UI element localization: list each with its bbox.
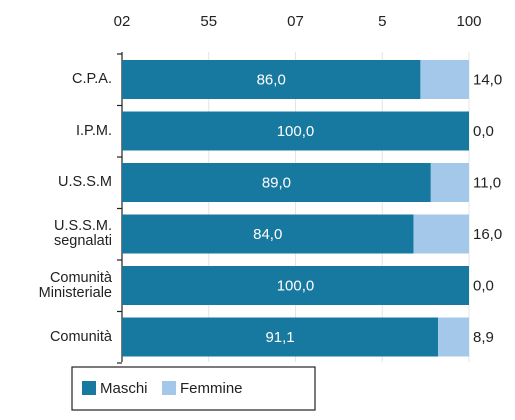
value-label: 84,0	[253, 226, 282, 243]
y-tick-label: I.P.M.	[76, 122, 112, 139]
y-tick-label: Comunità	[49, 328, 112, 345]
bar-segment	[430, 163, 469, 202]
value-label: 11,0	[473, 174, 501, 191]
value-label: 91,1	[265, 329, 294, 346]
value-label: 16,0	[473, 226, 502, 243]
legend-label: Femmine	[180, 380, 243, 397]
bar-segment	[122, 111, 469, 151]
x-tick-label: 55	[200, 13, 217, 30]
bar-segment	[413, 214, 469, 254]
bar-segment	[122, 266, 469, 305]
bar-segment	[122, 214, 414, 254]
legend-box	[71, 366, 316, 411]
y-tick-label: C.P.A.	[71, 71, 112, 87]
value-label: 0,0	[473, 123, 494, 140]
value-label: 86,0	[257, 71, 286, 88]
bar-segment	[122, 163, 431, 202]
x-tick-label: 02	[114, 13, 131, 30]
legend-swatch	[162, 381, 176, 395]
value-label: 14,0	[473, 71, 502, 88]
legend-swatch	[82, 381, 96, 395]
x-tick-label: 100	[456, 13, 481, 30]
y-tick-label: Comunità Ministeriale	[38, 269, 112, 301]
value-label: 100,0	[277, 277, 315, 294]
bar-segment	[122, 317, 439, 357]
value-label: 0,0	[473, 277, 494, 294]
x-tick-label: 5	[378, 13, 386, 30]
y-tick-label: U.S.S.M. segnalati	[53, 218, 112, 249]
y-tick-label: U.S.S.M	[58, 174, 112, 190]
bar-segment	[420, 60, 469, 99]
legend-label: Maschi	[100, 380, 148, 397]
x-tick-label: 07	[287, 13, 304, 30]
value-label: 8,9	[473, 329, 494, 346]
value-label: 100,0	[277, 123, 315, 140]
bar-segment	[438, 317, 469, 357]
bar-segment	[122, 60, 421, 99]
value-label: 89,0	[262, 174, 291, 191]
